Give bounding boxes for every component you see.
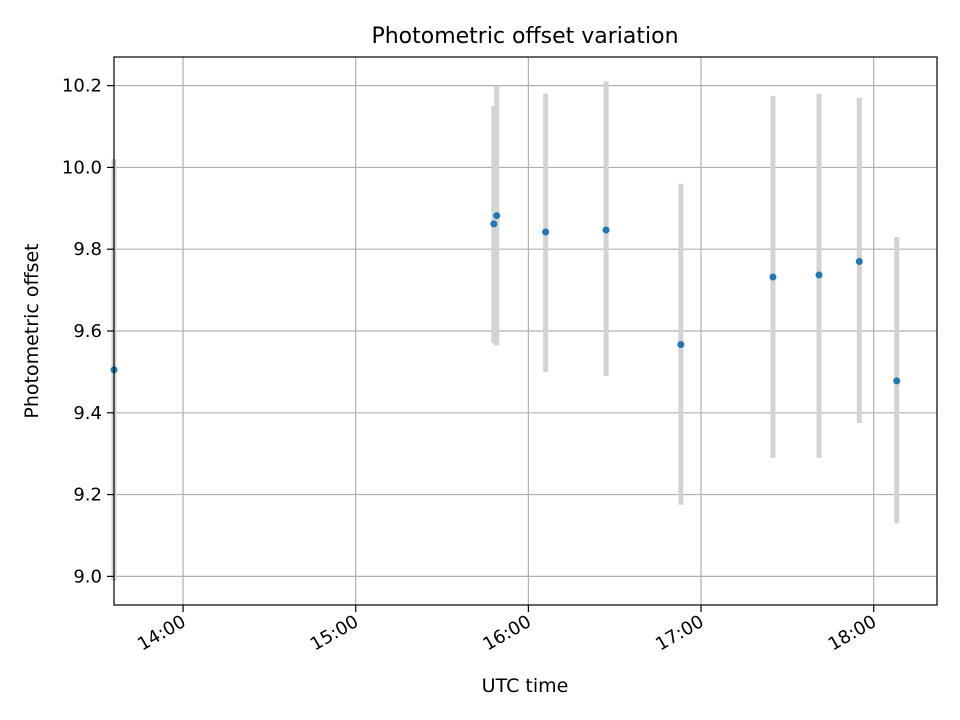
y-tick-label: 9.0	[73, 566, 102, 587]
y-tick-label: 9.4	[73, 403, 102, 424]
data-point	[893, 377, 901, 385]
data-point	[542, 228, 550, 236]
chart-title: Photometric offset variation	[371, 24, 678, 49]
y-tick-label: 9.6	[73, 321, 102, 342]
data-points	[110, 212, 901, 385]
y-axis-label: Photometric offset	[21, 243, 43, 418]
data-point	[815, 271, 823, 279]
data-point	[855, 257, 863, 265]
y-tick-label: 9.2	[73, 485, 102, 506]
data-point	[490, 220, 498, 228]
y-tick-label: 10.2	[62, 76, 102, 97]
data-point	[769, 273, 777, 281]
data-point	[677, 340, 685, 348]
y-tick-label: 9.8	[73, 239, 102, 260]
y-axis-ticks: 9.0 9.2 9.4 9.6 9.8 10.0 10.2	[62, 76, 114, 587]
data-point	[493, 212, 501, 220]
grid	[114, 57, 937, 605]
x-axis-label: UTC time	[482, 675, 569, 697]
data-point	[602, 226, 610, 234]
y-tick-label: 10.0	[62, 157, 102, 178]
